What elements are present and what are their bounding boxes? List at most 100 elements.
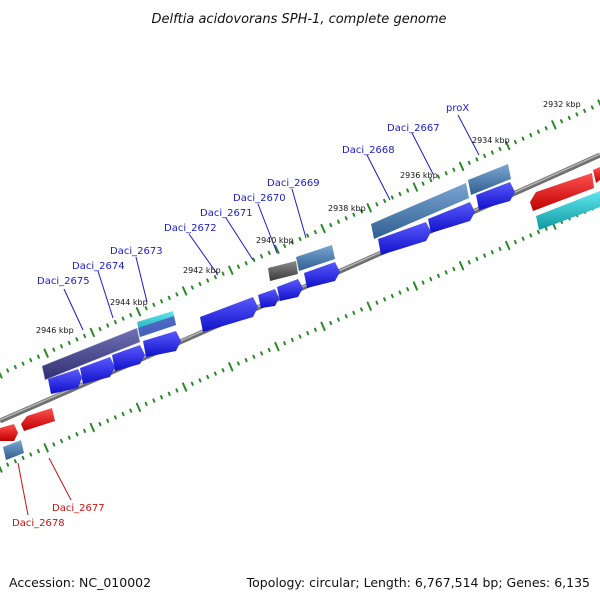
tick-mark (421, 181, 425, 186)
tick-mark (475, 256, 479, 262)
gene-prox (468, 164, 511, 195)
tick-mark (583, 108, 587, 114)
tick-mark (29, 452, 33, 457)
tick-mark (106, 418, 110, 423)
tick-mark (521, 136, 525, 141)
kbp-label: 2942 kbp (183, 266, 221, 275)
outer-tick-track (0, 99, 600, 379)
tick-mark (498, 246, 502, 251)
tick-mark (67, 435, 71, 440)
tick-mark (260, 351, 264, 356)
tick-mark (113, 415, 117, 420)
tick-mark (175, 388, 179, 393)
tick-mark (458, 261, 465, 271)
tick-mark (513, 139, 517, 145)
tick-mark (544, 126, 548, 131)
tick-mark (13, 459, 17, 464)
tick-mark (412, 182, 419, 192)
tick-mark (6, 462, 10, 467)
kbp-label: 2932 kbp (543, 100, 581, 109)
tick-mark (135, 402, 142, 412)
tick-mark (429, 178, 433, 183)
tick-mark (0, 465, 3, 473)
gene-label: Daci_2667 (387, 123, 440, 134)
gene-daci-2667-arrow (476, 182, 515, 210)
tick-mark (6, 368, 10, 373)
kbp-label: 2946 kbp (36, 326, 74, 335)
tick-mark (221, 368, 225, 373)
tick-mark (244, 261, 248, 266)
gene-labels-reverse: Daci_2678 Daci_2677 (12, 503, 105, 529)
tick-mark (383, 297, 387, 302)
gene-daci-2671 (258, 279, 303, 308)
tick-mark (260, 254, 264, 259)
tick-mark (213, 274, 217, 280)
tick-mark (458, 161, 465, 171)
tick-mark (360, 307, 364, 312)
gene-label: Daci_2677 (52, 503, 105, 514)
tick-mark (60, 438, 64, 444)
tick-mark (398, 290, 402, 295)
tick-mark (329, 223, 333, 228)
tick-mark (267, 347, 271, 353)
tick-mark (475, 157, 479, 162)
tick-mark (144, 401, 148, 407)
tick-mark (490, 150, 494, 155)
tick-mark (521, 236, 525, 241)
tick-mark (421, 280, 425, 285)
gene-label: Daci_2668 (342, 145, 395, 156)
tick-mark (152, 302, 156, 307)
gene-daci-2675 (41, 327, 141, 381)
accession-text: Accession: NC_010002 (9, 575, 151, 590)
tick-mark (52, 347, 56, 352)
tick-mark (152, 398, 156, 403)
tick-mark (228, 362, 234, 372)
tick-mark (106, 323, 110, 328)
gene-label: proX (446, 103, 469, 114)
tick-mark (383, 198, 387, 204)
tick-mark (329, 320, 333, 326)
tick-mark (544, 226, 548, 231)
tick-mark (483, 253, 487, 258)
tick-mark (436, 273, 440, 278)
tick-mark (274, 244, 280, 255)
tick-mark (498, 146, 502, 152)
tick-mark (67, 340, 71, 345)
tick-mark (89, 422, 95, 433)
tick-mark (198, 378, 202, 383)
tick-mark (244, 358, 248, 363)
gene-daci-2674 (48, 331, 181, 394)
tick-mark (190, 285, 194, 290)
gene-label: Daci_2671 (200, 208, 253, 219)
gene-label: Daci_2675 (37, 276, 90, 287)
tick-mark (113, 319, 117, 325)
gene-daci-2668 (371, 183, 469, 239)
tick-mark (513, 239, 517, 245)
tick-mark (129, 313, 133, 318)
tick-mark (98, 326, 102, 332)
gene-daci-2668-arrow (378, 202, 475, 255)
tick-mark (452, 167, 456, 172)
tick-mark (182, 382, 188, 392)
tick-mark (375, 202, 379, 207)
tick-mark (490, 250, 494, 255)
tick-mark (221, 271, 225, 276)
tick-mark (352, 310, 356, 315)
tick-mark (98, 422, 102, 427)
tick-mark (198, 281, 202, 287)
gene-daci-2677 (21, 408, 55, 431)
tick-mark (412, 281, 418, 291)
tick-mark (75, 337, 79, 342)
tick-mark (144, 306, 148, 311)
tick-mark (298, 334, 302, 339)
gene-label: Daci_2678 (12, 518, 65, 529)
tick-mark (206, 278, 210, 283)
tick-mark (551, 120, 557, 130)
kbp-label: 2934 kbp (472, 136, 510, 145)
tick-mark (252, 354, 256, 359)
gene-right-cyan (536, 191, 600, 230)
tick-mark (167, 295, 171, 300)
gene-daci-2672 (200, 297, 258, 332)
tick-mark (121, 316, 125, 321)
